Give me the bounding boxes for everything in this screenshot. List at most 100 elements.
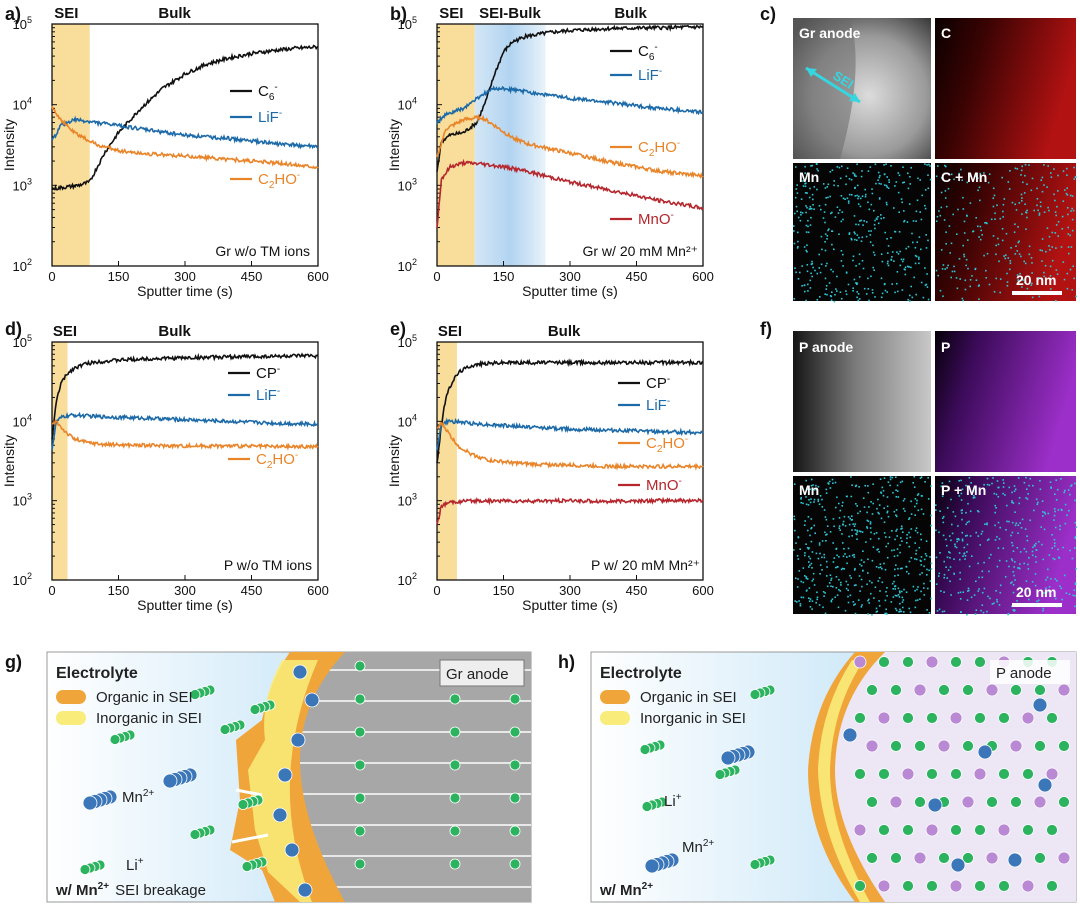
mn-dot xyxy=(950,173,953,176)
mn-dot xyxy=(797,278,800,280)
mn-dot xyxy=(1074,482,1076,485)
li-atom xyxy=(962,684,974,696)
mn-dot xyxy=(832,542,834,544)
mn-dot xyxy=(1061,228,1064,230)
mn-dot xyxy=(804,172,806,174)
mn-dot xyxy=(804,552,806,554)
mn-dot xyxy=(1007,257,1010,259)
mn-dot xyxy=(877,548,879,550)
mn-dot xyxy=(892,491,894,494)
mn-dot xyxy=(1005,560,1008,562)
mn-dot xyxy=(826,235,829,237)
mn-dot xyxy=(864,195,867,198)
mn-dot xyxy=(803,524,806,526)
mn-dot xyxy=(927,477,929,479)
panel-label-e: e) xyxy=(390,319,406,339)
mn-dot xyxy=(996,204,998,206)
mn-dot xyxy=(824,516,827,518)
mn-dot xyxy=(837,185,839,187)
mn-dot xyxy=(1056,205,1058,208)
mn-dot xyxy=(867,558,869,561)
mn-dot xyxy=(981,604,984,606)
mn-dot xyxy=(808,587,811,589)
mn-ion-label-h: Mn2+ xyxy=(682,838,714,856)
mn-dot xyxy=(914,606,917,609)
eds-maps-phosphorus: P anode P Mn P + Mn 20 nm xyxy=(793,331,1078,616)
mn-dot xyxy=(1053,193,1055,196)
mn-dot xyxy=(881,292,884,295)
mn-dot xyxy=(811,275,813,278)
mn-dot xyxy=(1002,547,1005,550)
mn-dot xyxy=(1005,254,1007,256)
mn-dot xyxy=(888,536,891,538)
mn-dot xyxy=(1066,287,1069,290)
mn-dot xyxy=(978,186,981,189)
mn-dot xyxy=(841,505,843,507)
mn-dot xyxy=(859,563,861,566)
mn-dot xyxy=(926,273,928,275)
mn-dot xyxy=(908,266,910,268)
mn-dot xyxy=(1050,288,1052,290)
li-atom xyxy=(1022,768,1034,780)
mn-dot xyxy=(1064,489,1066,492)
mn-dot xyxy=(914,542,916,544)
mn-dot xyxy=(796,601,798,603)
mn-dot xyxy=(836,275,838,278)
legend-base-post: HO xyxy=(274,171,297,188)
mn-dot xyxy=(1030,257,1033,259)
mn-dot xyxy=(1017,567,1019,569)
mn-dot xyxy=(920,564,923,566)
mn-dot xyxy=(966,534,968,537)
p-atom xyxy=(853,823,867,837)
mn-dot xyxy=(810,216,812,219)
mn-dot xyxy=(890,165,892,167)
mn-dot xyxy=(827,183,830,186)
mn-dot xyxy=(1054,558,1056,561)
mn-dot xyxy=(867,201,869,204)
mn-dot xyxy=(830,579,832,581)
mn-dot xyxy=(1006,284,1009,287)
mn-dot xyxy=(819,564,822,566)
mn-dot xyxy=(849,574,851,577)
mn-dot xyxy=(825,265,827,267)
mn-dot xyxy=(807,529,809,532)
y-tick-label: 102 xyxy=(13,571,32,588)
mn-dot xyxy=(943,591,945,593)
mn-dot xyxy=(972,490,975,492)
mn-dot xyxy=(805,249,807,252)
mn-dot xyxy=(842,520,845,523)
mn-dot xyxy=(850,577,852,579)
mn-dot xyxy=(816,591,818,594)
mn-dot xyxy=(1062,170,1065,172)
mn-dot xyxy=(880,253,883,255)
mn-dot xyxy=(808,499,810,501)
x-tick-label: 150 xyxy=(493,583,515,598)
mn-dot xyxy=(914,529,917,532)
mn-dot xyxy=(873,209,875,212)
mn-dot xyxy=(839,209,841,211)
mn-atom-moving xyxy=(720,750,736,766)
mn-dot xyxy=(1005,529,1007,531)
mn-dot xyxy=(909,176,911,178)
mn-dot xyxy=(1041,260,1043,262)
mn-dot xyxy=(923,558,926,561)
mn-dot xyxy=(803,246,806,248)
mn-dot xyxy=(918,258,920,260)
mn-dot xyxy=(810,526,813,529)
mn-dot xyxy=(830,295,833,298)
mn-dot xyxy=(850,237,853,240)
mn-atom xyxy=(292,664,308,680)
li-atom xyxy=(509,726,521,738)
mn-dot xyxy=(990,553,992,556)
mn-dot xyxy=(1045,250,1047,253)
mn-dot xyxy=(831,478,834,481)
mn-dot xyxy=(1071,229,1074,232)
mn-dot xyxy=(1011,491,1013,494)
li-atom-moving xyxy=(641,801,653,812)
p-anode-label: P anode xyxy=(996,665,1052,682)
mn-dot xyxy=(1053,279,1056,282)
li-atom xyxy=(974,824,986,836)
mn-dot xyxy=(862,497,865,499)
mn-dot xyxy=(907,245,910,248)
mn-dots-f xyxy=(793,476,1078,616)
